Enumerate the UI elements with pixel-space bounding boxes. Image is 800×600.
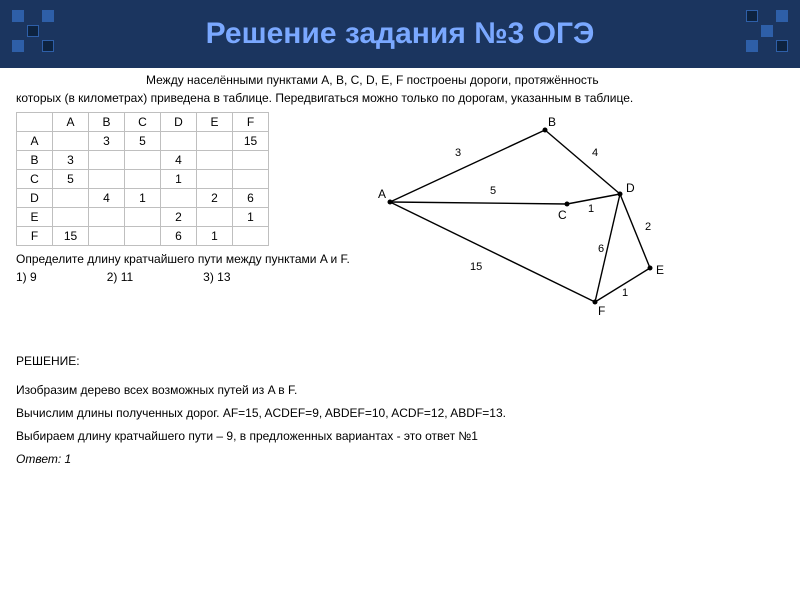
table-cell: 3 — [53, 151, 89, 170]
table-cell — [161, 132, 197, 151]
table-cell: B — [17, 151, 53, 170]
graph-diagram: 3 5 15 4 1 2 6 1 A B C D E F — [370, 112, 784, 322]
table-header-cell — [17, 113, 53, 132]
table-header-cell: B — [89, 113, 125, 132]
solution-block: РЕШЕНИЕ: Изобразим дерево всех возможных… — [16, 350, 784, 470]
problem-line-2: которых (в километрах) приведена в табли… — [16, 90, 784, 106]
table-cell — [53, 189, 89, 208]
table-cell — [125, 227, 161, 246]
table-cell: 15 — [233, 132, 269, 151]
answer-option-3: 3) 13 — [203, 270, 230, 284]
table-cell: 4 — [89, 189, 125, 208]
table-cell: 5 — [53, 170, 89, 189]
table-cell — [89, 170, 125, 189]
solution-answer: Ответ: 1 — [16, 448, 784, 471]
table-cell: 2 — [197, 189, 233, 208]
solution-line-3: Выбираем длину кратчайшего пути – 9, в п… — [16, 425, 784, 448]
table-header-cell: E — [197, 113, 233, 132]
table-cell — [125, 208, 161, 227]
table-header-cell: D — [161, 113, 197, 132]
svg-text:D: D — [626, 181, 635, 195]
svg-text:1: 1 — [588, 203, 594, 215]
decor-squares-left — [12, 10, 54, 52]
svg-text:4: 4 — [592, 147, 598, 159]
svg-text:B: B — [548, 115, 556, 129]
table-cell — [161, 189, 197, 208]
table-cell — [197, 170, 233, 189]
table-header-cell: C — [125, 113, 161, 132]
table-cell: 1 — [233, 208, 269, 227]
svg-text:3: 3 — [455, 147, 461, 159]
svg-text:A: A — [378, 187, 386, 201]
question-text: Определите длину кратчайшего пути между … — [16, 252, 350, 266]
svg-text:6: 6 — [598, 243, 604, 255]
svg-text:1: 1 — [622, 287, 628, 299]
table-cell: C — [17, 170, 53, 189]
table-cell: D — [17, 189, 53, 208]
table-cell: 6 — [233, 189, 269, 208]
table-cell — [89, 227, 125, 246]
table-cell — [53, 132, 89, 151]
table-cell: 15 — [53, 227, 89, 246]
svg-text:E: E — [656, 263, 664, 277]
table-cell — [89, 208, 125, 227]
table-cell — [125, 170, 161, 189]
slide-header: Решение задания №3 ОГЭ — [0, 0, 800, 68]
table-cell — [197, 151, 233, 170]
table-cell — [233, 151, 269, 170]
slide-title: Решение задания №3 ОГЭ — [206, 17, 595, 51]
table-cell: 5 — [125, 132, 161, 151]
table-cell: 1 — [125, 189, 161, 208]
table-cell — [125, 151, 161, 170]
table-cell — [89, 151, 125, 170]
table-cell — [233, 227, 269, 246]
answer-option-2: 2) 11 — [107, 270, 133, 284]
table-cell: E — [17, 208, 53, 227]
table-cell: 6 — [161, 227, 197, 246]
svg-text:5: 5 — [490, 185, 496, 197]
svg-text:F: F — [598, 304, 605, 318]
table-cell: 1 — [161, 170, 197, 189]
decor-squares-right — [746, 10, 788, 52]
solution-line-1: Изобразим дерево всех возможных путей из… — [16, 379, 784, 402]
answer-option-1: 1) 9 — [16, 270, 37, 284]
distance-table: ABCDEFA3515B34C51D4126E21F1561 — [16, 112, 269, 246]
slide-content: Между населёнными пунктами A, B, C, D, E… — [0, 68, 800, 480]
table-cell: 3 — [89, 132, 125, 151]
svg-text:C: C — [558, 208, 567, 222]
table-cell: 1 — [197, 227, 233, 246]
table-header-cell: A — [53, 113, 89, 132]
table-header-cell: F — [233, 113, 269, 132]
table-cell — [53, 208, 89, 227]
table-cell — [233, 170, 269, 189]
table-cell: 2 — [161, 208, 197, 227]
answer-options: 1) 9 2) 11 3) 13 — [16, 270, 350, 284]
table-cell — [197, 132, 233, 151]
svg-text:2: 2 — [645, 221, 651, 233]
table-cell: F — [17, 227, 53, 246]
svg-text:15: 15 — [470, 261, 482, 273]
table-cell: 4 — [161, 151, 197, 170]
solution-header: РЕШЕНИЕ: — [16, 350, 784, 373]
problem-line-1: Между населёнными пунктами A, B, C, D, E… — [146, 72, 784, 88]
table-cell: A — [17, 132, 53, 151]
solution-line-2: Вычислим длины полученных дорог. AF=15, … — [16, 402, 784, 425]
table-cell — [197, 208, 233, 227]
